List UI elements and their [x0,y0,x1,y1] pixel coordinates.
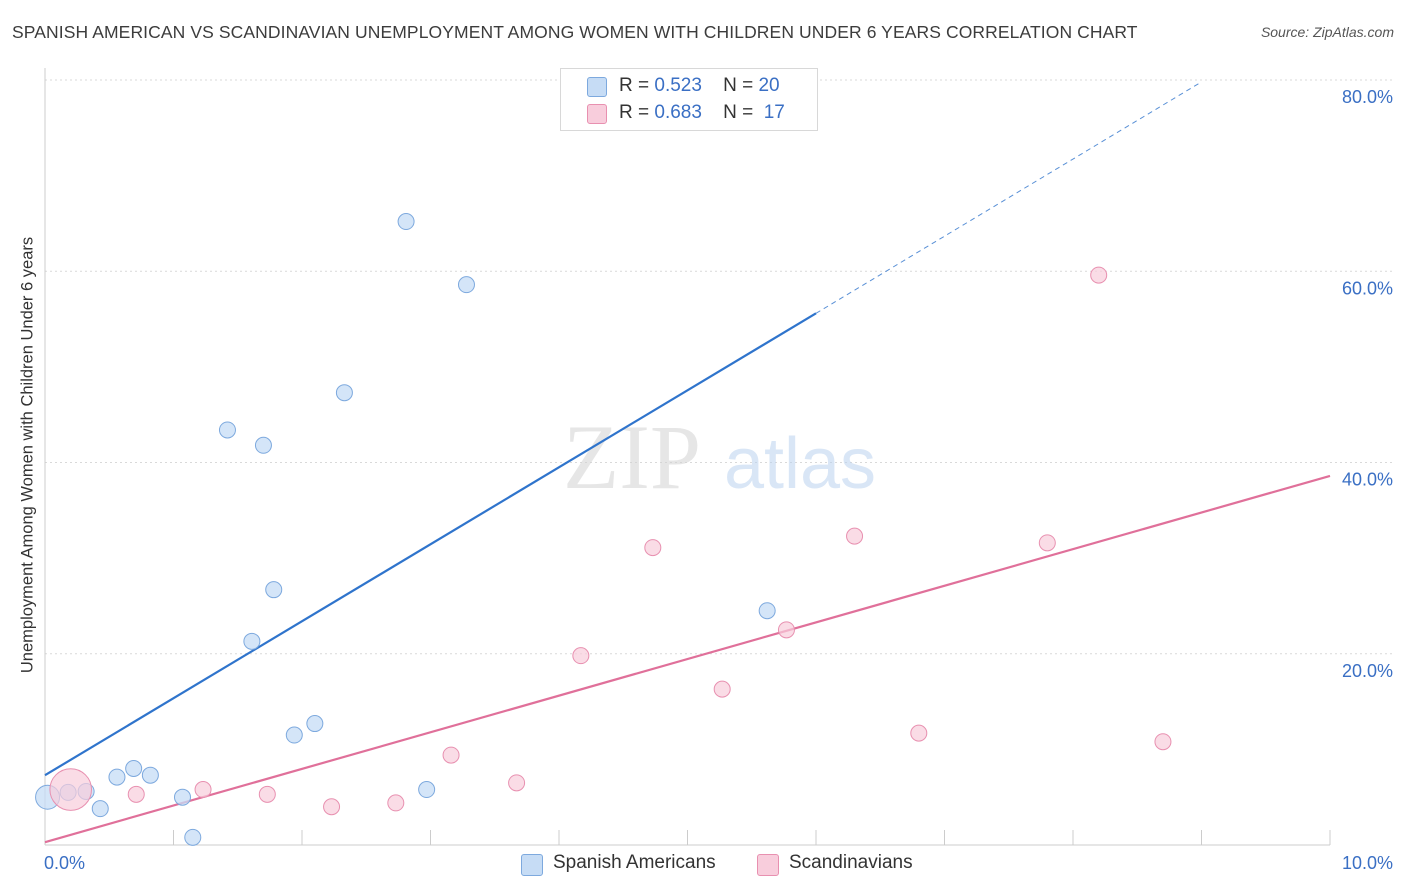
trend-layer [44,81,1331,844]
spanish-trend-extension [815,81,1202,314]
scandinavian-point [713,680,731,698]
scandinavian-swatch [757,854,779,876]
spanish-point [397,213,415,231]
legend-n-label: N = [723,75,754,96]
bottom-legend-label: Scandinavians [789,852,913,873]
watermark-atlas: atlas [724,424,876,504]
scandinavian-point [442,746,460,764]
watermark: ZIP atlas [563,406,876,508]
scandinavian-point [572,647,590,665]
legend-n-value: 20 [758,75,780,96]
source-label: Source: ZipAtlas.com [1260,24,1394,40]
spanish-point [285,726,303,744]
scandinavian-point [49,768,92,811]
scandinavian-trend-line [44,474,1331,844]
spanish-point [457,276,475,294]
legend-r-label: R = [619,102,650,123]
grid-layer [45,79,1392,655]
y-tick-label: 40.0% [1342,470,1393,490]
points-layer [35,213,1172,846]
watermark-zip: ZIP [563,406,701,508]
correlation-legend: R = 0.523 N = 20 R = 0.683 N = 17 [560,68,818,131]
x-tick-label: 0.0% [44,853,85,873]
spanish-point [108,768,126,786]
y-axis-label: Unemployment Among Women with Children U… [18,236,37,674]
spanish-swatch [521,854,543,876]
scandinavian-swatch [587,104,607,124]
spanish-point [243,632,261,650]
spanish-point [141,766,159,784]
scandinavian-point [258,785,276,803]
legend-text-scandinavian: R = 0.683 N = 17 [619,102,785,124]
spanish-point [758,602,776,620]
x-tick-label: 10.0% [1342,853,1393,873]
legend-r-value: 0.683 [654,102,702,123]
y-tick-label: 60.0% [1342,278,1393,298]
tick-labels: 20.0% 40.0% 60.0% 80.0% 0.0% 10.0% [44,87,1393,873]
scandinavian-point [387,794,405,812]
y-tick-label: 80.0% [1342,87,1393,107]
scandinavian-point [910,724,928,742]
spanish-point [173,788,191,806]
y-tick-label: 20.0% [1342,661,1393,681]
scandinavian-point [323,798,341,816]
bottom-legend-label: Spanish Americans [553,852,716,873]
scandinavian-point [1154,733,1172,751]
scandinavian-point [644,539,662,557]
legend-r-label: R = [619,75,650,96]
chart-title: SPANISH AMERICAN VS SCANDINAVIAN UNEMPLO… [12,22,1138,42]
spanish-swatch [587,77,607,97]
spanish-point [184,828,202,846]
legend-r-value: 0.523 [654,75,702,96]
spanish-point [265,581,283,599]
spanish-point [418,781,436,799]
legend-text-spanish: R = 0.523 N = 20 [619,75,780,97]
legend-n-value: 17 [763,102,785,123]
scandinavian-point [508,774,526,792]
spanish-point [254,436,272,454]
spanish-point [125,760,143,777]
spanish-point [91,800,109,818]
scandinavian-point [1090,266,1108,284]
axis-layer [44,68,1331,846]
scandinavian-point [127,785,145,803]
spanish-point [306,715,324,733]
scandinavian-point [1038,534,1056,552]
spanish-point [335,384,353,402]
spanish-point [218,421,236,439]
scandinavian-point [846,527,864,545]
legend-n-label: N = [723,102,754,123]
scandinavian-point [194,781,212,799]
scandinavian-point [777,621,795,639]
spanish-trend-line [44,312,817,777]
